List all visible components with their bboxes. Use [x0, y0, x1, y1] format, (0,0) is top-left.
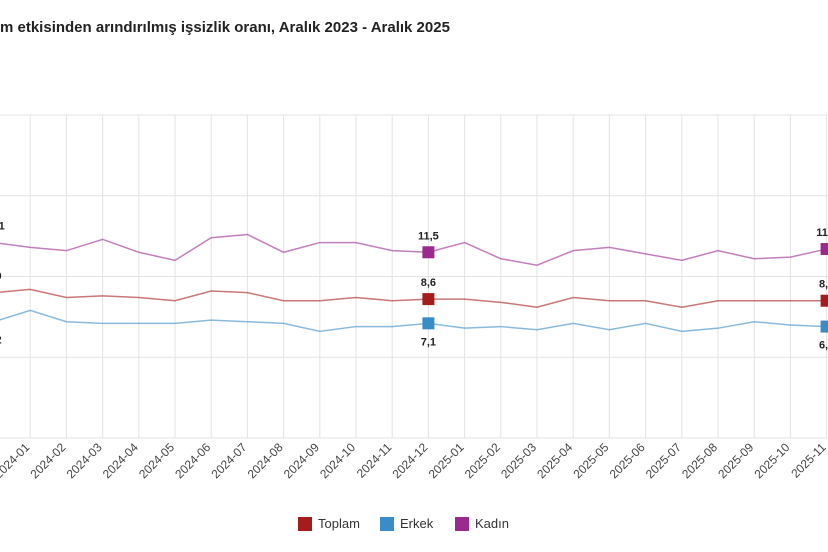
x-tick-label: 2024-08 [245, 440, 286, 481]
point-marker [820, 320, 828, 333]
x-tick-label: 2025-10 [751, 440, 792, 481]
data-label: 7,1 [421, 336, 436, 348]
x-tick-label: 2024-06 [172, 440, 213, 481]
data-label: 6,9 [819, 340, 828, 352]
legend-label: Toplam [318, 516, 360, 531]
grid: 2023-122024-012024-022024-032024-042024-… [0, 114, 828, 481]
legend: Toplam Erkek Kadın [298, 516, 509, 531]
legend-label: Erkek [400, 516, 434, 531]
x-tick-label: 2025-09 [715, 440, 756, 481]
x-tick-label: 2025-08 [679, 440, 720, 481]
legend-swatch [380, 517, 394, 531]
series-line [0, 309, 827, 333]
x-tick-label: 2024-05 [136, 440, 177, 481]
x-tick-label: 2024-04 [100, 440, 141, 481]
point-marker [422, 246, 435, 259]
data-label: 8,5 [819, 279, 828, 291]
data-label: 9,0 [0, 271, 2, 283]
x-tick-label: 2025-06 [607, 440, 648, 481]
x-tick-label: 2025-05 [570, 440, 611, 481]
chart-title: m etkisinden arındırılmış işsizlik oranı… [0, 19, 450, 36]
data-label: 11,7 [816, 227, 828, 239]
x-tick-label: 2024-02 [27, 440, 68, 481]
x-tick-label: 2025-11 [788, 440, 828, 481]
point-marker [422, 293, 435, 306]
legend-label: Kadın [475, 516, 509, 531]
point-marker [820, 294, 828, 307]
x-tick-label: 2025-04 [534, 440, 575, 481]
x-tick-label: 2024-12 [389, 440, 430, 481]
x-tick-label: 2024-09 [281, 440, 322, 481]
x-tick-label: 2025-03 [498, 440, 539, 481]
x-tick-label: 2025-02 [462, 440, 503, 481]
point-marker [820, 243, 828, 256]
x-tick-label: 2025-07 [643, 440, 684, 481]
legend-swatch [298, 517, 312, 531]
x-tick-label: 2024-10 [317, 440, 358, 481]
series-line [0, 288, 827, 308]
x-tick-label: 2025-01 [426, 440, 467, 481]
plot: 9,0 8,6 8,5 7,2 7,1 6,9 12,1 11,5 11,7 [0, 221, 828, 352]
data-label: 11,5 [418, 230, 439, 242]
x-tick-label: 2024-07 [208, 440, 249, 481]
data-label: 7,2 [0, 335, 2, 347]
x-tick-label: 2024-11 [354, 440, 395, 481]
data-label: 8,6 [421, 277, 436, 289]
point-marker [422, 317, 435, 330]
series-line [0, 233, 827, 266]
x-tick-label: 2024-01 [0, 440, 33, 481]
data-label: 12,1 [0, 221, 5, 233]
legend-swatch [455, 517, 469, 531]
x-tick-label: 2024-03 [64, 440, 105, 481]
